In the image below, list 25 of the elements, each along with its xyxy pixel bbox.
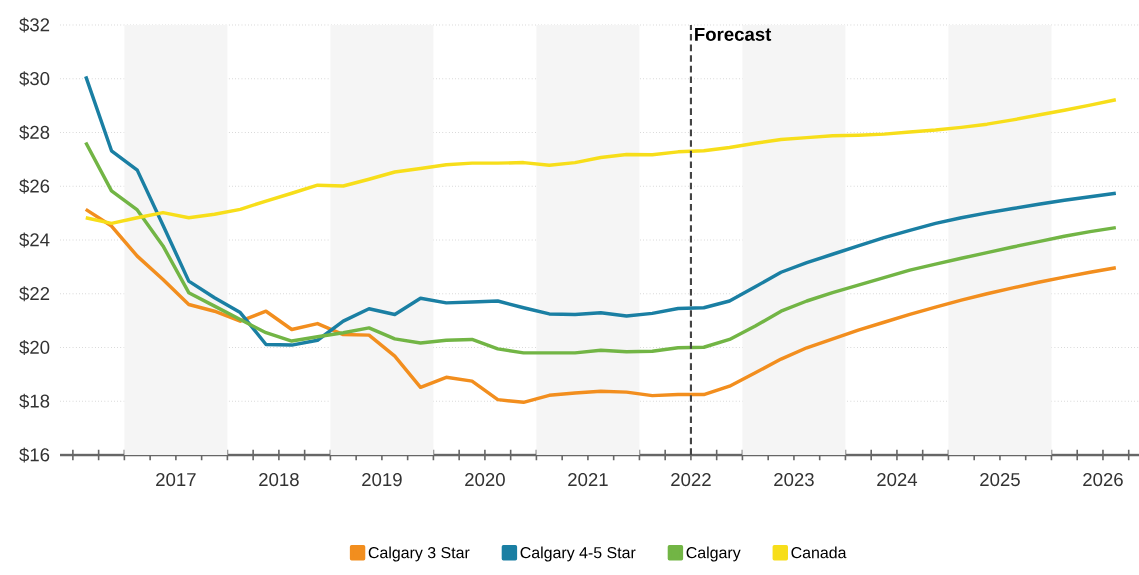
y-tick-label: $26 — [19, 178, 50, 194]
y-tick-label: $22 — [19, 286, 50, 302]
y-tick-label: $16 — [19, 447, 50, 463]
legend-label: Canada — [791, 546, 847, 559]
legend-label: Calgary 4-5 Star — [520, 546, 636, 562]
legend-label: Calgary 3 Star — [368, 546, 470, 562]
x-tick-label: 2018 — [259, 472, 299, 487]
legend-label: Calgary — [686, 546, 741, 562]
line-series — [84, 97, 1118, 226]
x-tick-label: 2020 — [465, 472, 505, 487]
x-tick-label: 2024 — [877, 472, 918, 487]
ref-line-label: Forecast — [695, 27, 772, 41]
x-tick-label: 2017 — [156, 472, 196, 487]
y-tick-label: $18 — [19, 393, 50, 409]
y-tick-label: $24 — [19, 232, 50, 248]
x-tick-label: 2021 — [568, 472, 608, 487]
y-tick-label: $30 — [19, 71, 50, 87]
x-tick-label: 2025 — [980, 472, 1020, 487]
x-tick-label: 2022 — [671, 472, 711, 487]
x-tick-label: 2019 — [362, 472, 402, 487]
x-tick-label: 2023 — [774, 472, 814, 487]
y-tick-label: $32 — [19, 17, 50, 33]
x-tick-label: 2026 — [1083, 472, 1123, 487]
y-tick-label: $28 — [19, 124, 50, 141]
y-tick-label: $20 — [19, 339, 50, 356]
